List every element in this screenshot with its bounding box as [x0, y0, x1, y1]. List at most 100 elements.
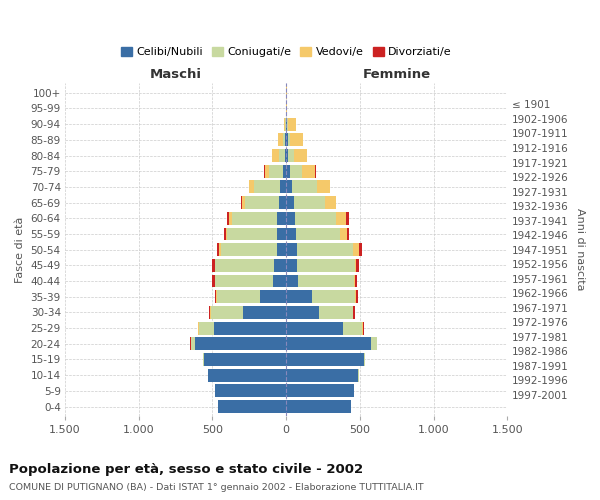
Bar [295, 212, 337, 224]
Bar [277, 243, 286, 256]
Bar [347, 228, 349, 240]
Bar [283, 165, 286, 177]
Bar [296, 228, 340, 240]
Bar [248, 180, 250, 194]
Bar [277, 212, 286, 224]
Bar [289, 149, 293, 162]
Bar [297, 259, 355, 272]
Bar [260, 290, 286, 303]
Bar [250, 180, 254, 194]
Bar [364, 353, 365, 366]
Bar [224, 228, 226, 240]
Bar [265, 165, 269, 177]
Bar [215, 274, 273, 287]
Bar [362, 322, 363, 334]
Bar [273, 274, 286, 287]
Bar [371, 338, 377, 350]
Bar [286, 306, 319, 319]
Bar [284, 118, 285, 130]
Bar [286, 180, 292, 194]
Bar [286, 368, 358, 382]
Bar [287, 134, 290, 146]
Bar [293, 149, 307, 162]
Bar [353, 243, 359, 256]
Bar [286, 384, 354, 398]
Bar [286, 259, 297, 272]
Bar [356, 290, 358, 303]
Bar [286, 118, 287, 130]
Bar [198, 322, 199, 334]
Bar [315, 165, 316, 177]
Bar [283, 134, 286, 146]
Text: Maschi: Maschi [149, 68, 202, 81]
Text: Popolazione per età, sesso e stato civile - 2002: Popolazione per età, sesso e stato civil… [9, 462, 363, 475]
Bar [292, 180, 317, 194]
Bar [286, 134, 287, 146]
Bar [340, 228, 347, 240]
Bar [290, 134, 303, 146]
Bar [264, 165, 265, 177]
Bar [356, 259, 359, 272]
Bar [298, 274, 354, 287]
Bar [203, 353, 286, 366]
Bar [216, 290, 217, 303]
Bar [191, 338, 195, 350]
Text: Femmine: Femmine [363, 68, 431, 81]
Bar [272, 149, 279, 162]
Bar [242, 196, 245, 209]
Bar [218, 400, 286, 413]
Bar [355, 259, 356, 272]
Bar [286, 243, 296, 256]
Y-axis label: Anni di nascita: Anni di nascita [575, 208, 585, 291]
Bar [286, 165, 290, 177]
Bar [286, 400, 351, 413]
Bar [286, 322, 343, 334]
Bar [312, 290, 355, 303]
Bar [269, 165, 283, 177]
Bar [290, 165, 302, 177]
Bar [355, 290, 356, 303]
Bar [346, 212, 349, 224]
Bar [279, 196, 286, 209]
Bar [229, 212, 232, 224]
Bar [285, 149, 286, 162]
Bar [353, 306, 355, 319]
Bar [217, 243, 219, 256]
Bar [217, 290, 260, 303]
Bar [286, 290, 312, 303]
Bar [280, 180, 286, 194]
Bar [279, 149, 285, 162]
Bar [209, 306, 210, 319]
Bar [330, 180, 331, 194]
Bar [254, 180, 280, 194]
Bar [355, 274, 357, 287]
Legend: Celibi/Nubili, Coniugati/e, Vedovi/e, Divorziati/e: Celibi/Nubili, Coniugati/e, Vedovi/e, Di… [116, 42, 456, 62]
Bar [245, 196, 279, 209]
Bar [295, 196, 325, 209]
Bar [286, 196, 295, 209]
Bar [221, 243, 277, 256]
Bar [296, 243, 353, 256]
Bar [211, 306, 244, 319]
Bar [212, 274, 215, 287]
Bar [286, 274, 298, 287]
Bar [319, 306, 353, 319]
Bar [244, 306, 286, 319]
Bar [215, 259, 274, 272]
Bar [274, 259, 286, 272]
Bar [277, 228, 286, 240]
Bar [343, 322, 362, 334]
Bar [199, 322, 214, 334]
Bar [215, 290, 216, 303]
Bar [363, 322, 364, 334]
Bar [215, 384, 286, 398]
Y-axis label: Fasce di età: Fasce di età [15, 216, 25, 283]
Bar [325, 196, 335, 209]
Bar [287, 118, 296, 130]
Bar [337, 212, 346, 224]
Bar [302, 165, 315, 177]
Bar [286, 102, 287, 115]
Bar [212, 259, 215, 272]
Bar [354, 274, 355, 287]
Bar [278, 134, 283, 146]
